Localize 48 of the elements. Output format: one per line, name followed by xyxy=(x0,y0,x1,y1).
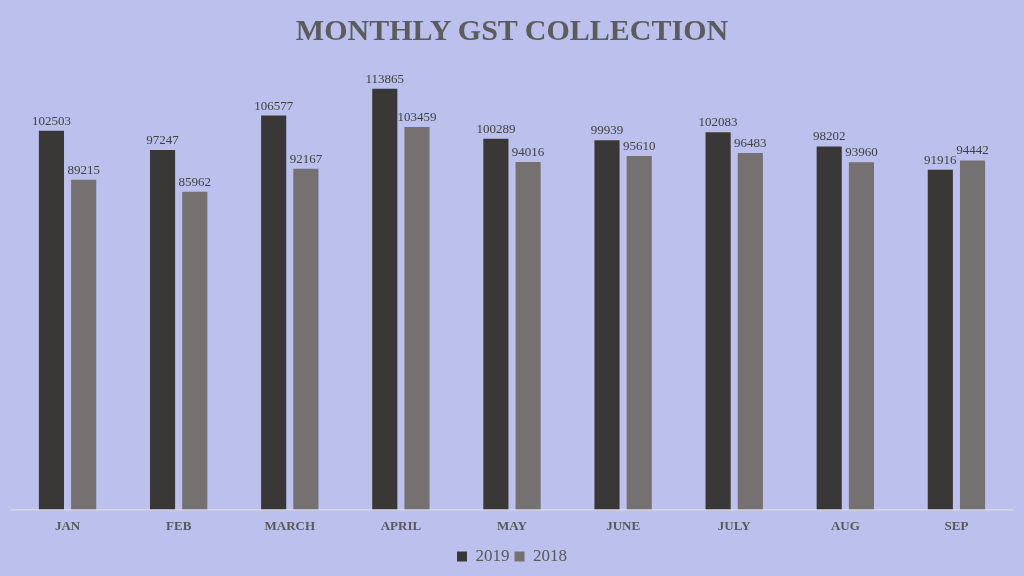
data-label: 100289 xyxy=(476,120,516,136)
bar xyxy=(626,156,652,510)
bar xyxy=(927,169,953,510)
data-label: 113865 xyxy=(365,70,405,86)
bar xyxy=(816,146,842,510)
legend-label: 2019 xyxy=(475,545,510,565)
data-label: 93960 xyxy=(845,144,878,160)
x-tick-label: SEP xyxy=(944,517,969,533)
x-tick-label: JULY xyxy=(717,517,752,533)
bar xyxy=(737,152,763,510)
legend-label: 2018 xyxy=(533,545,567,565)
data-label: 92167 xyxy=(289,150,323,166)
bar xyxy=(848,162,875,510)
bar xyxy=(149,150,176,510)
data-label: 85962 xyxy=(178,173,212,189)
data-label: 95610 xyxy=(622,138,656,154)
chart-title: MONTHLY GST COLLECTION xyxy=(295,12,729,46)
bar xyxy=(404,127,430,510)
data-label: 94016 xyxy=(511,143,545,159)
bar xyxy=(483,138,509,510)
bar xyxy=(959,160,986,510)
x-tick-label: MARCH xyxy=(264,517,316,533)
bar xyxy=(372,88,398,510)
data-label: 96483 xyxy=(734,134,767,150)
bar xyxy=(515,162,541,510)
x-tick-label: FEB xyxy=(166,517,192,533)
x-tick-label: APRIL xyxy=(380,517,422,533)
bar xyxy=(38,130,65,510)
data-label: 106577 xyxy=(254,97,294,113)
x-tick-label: JAN xyxy=(54,517,81,533)
data-label: 102503 xyxy=(31,112,71,128)
bar xyxy=(71,179,97,510)
data-label: 89215 xyxy=(67,161,100,177)
bar xyxy=(293,168,319,510)
bar xyxy=(182,191,208,510)
x-tick-label: AUG xyxy=(830,517,860,533)
data-label: 99939 xyxy=(590,122,624,138)
bar xyxy=(705,132,731,510)
data-label: 94442 xyxy=(956,142,989,158)
data-label: 91916 xyxy=(924,151,958,167)
data-label: 103459 xyxy=(397,109,437,125)
data-label: 98202 xyxy=(812,128,846,144)
bar xyxy=(261,115,287,510)
bar xyxy=(594,140,620,510)
data-label: 102083 xyxy=(698,114,738,130)
data-label: 97247 xyxy=(146,131,180,147)
x-tick-label: JUNE xyxy=(606,517,641,533)
x-tick-label: MAY xyxy=(497,517,528,533)
